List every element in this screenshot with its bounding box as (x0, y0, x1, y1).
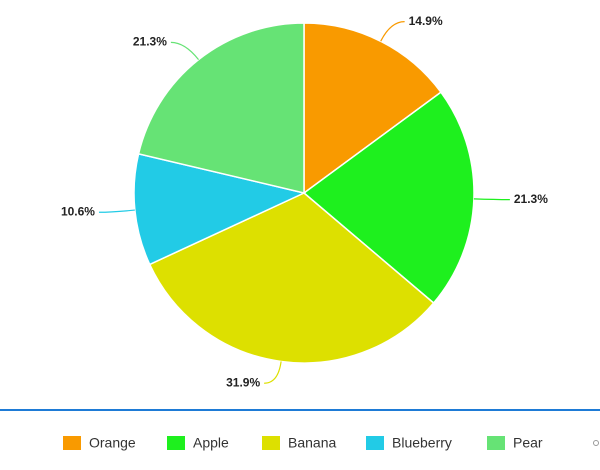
legend-swatch (487, 436, 505, 450)
legend-swatch (366, 436, 384, 450)
value-label: 21.3% (133, 35, 167, 49)
leader-line (380, 21, 405, 42)
value-label: 14.9% (409, 14, 443, 28)
legend-label: Apple (193, 435, 229, 451)
leader-line (264, 361, 282, 384)
scroll-indicator (593, 440, 599, 446)
pie-slice (137, 22, 305, 194)
leader-line (170, 41, 200, 61)
legend-swatch (262, 436, 280, 450)
value-label: 21.3% (514, 192, 548, 206)
value-label: 31.9% (226, 375, 260, 389)
leader-line (98, 209, 135, 213)
pie-slice (133, 152, 307, 266)
legend-label: Pear (513, 435, 543, 451)
value-label: 10.6% (61, 204, 95, 218)
legend-label: Banana (288, 435, 336, 451)
pie-slice (148, 192, 435, 364)
legend-label: Orange (89, 435, 136, 451)
pie-slice (302, 91, 475, 305)
pie-slice (303, 22, 442, 195)
legend-swatch (63, 436, 81, 450)
leader-line (473, 198, 510, 201)
legend-label: Blueberry (392, 435, 452, 451)
legend-swatch (167, 436, 185, 450)
